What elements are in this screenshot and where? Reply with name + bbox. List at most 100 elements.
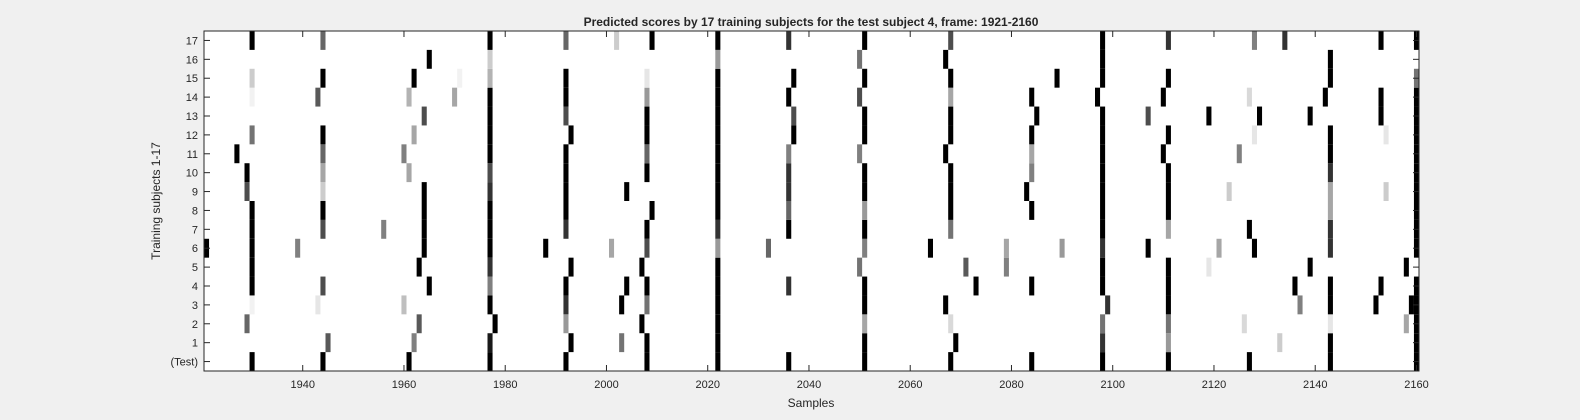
heatmap-cell bbox=[1378, 87, 1384, 107]
heatmap-cell bbox=[320, 201, 326, 220]
heatmap-cell bbox=[1327, 238, 1333, 258]
heatmap-cell bbox=[857, 257, 863, 277]
heatmap-cell bbox=[1105, 295, 1111, 315]
heatmap-cell bbox=[948, 314, 954, 334]
x-axis-label: Samples bbox=[788, 396, 835, 410]
heatmap-cell bbox=[320, 352, 326, 371]
y-tick-label: 5 bbox=[192, 262, 198, 274]
heatmap-cell bbox=[786, 352, 792, 371]
heatmap-cell bbox=[649, 201, 655, 220]
heatmap-cell bbox=[563, 144, 569, 164]
heatmap-cell bbox=[1100, 219, 1106, 239]
x-tick-label: 2080 bbox=[999, 379, 1023, 391]
heatmap-cell bbox=[487, 125, 493, 145]
x-tick-label: 2100 bbox=[1100, 379, 1124, 391]
heatmap-cell bbox=[234, 144, 240, 164]
heatmap-cell bbox=[1165, 163, 1171, 183]
heatmap-cell bbox=[325, 333, 331, 353]
heatmap-cell bbox=[315, 87, 321, 107]
heatmap-cell bbox=[1165, 31, 1171, 50]
heatmap-cell bbox=[563, 31, 569, 50]
x-tick-label: 2000 bbox=[594, 379, 618, 391]
heatmap-cell bbox=[644, 295, 650, 315]
heatmap-cell bbox=[644, 238, 650, 258]
heatmap-cell bbox=[948, 352, 954, 371]
heatmap-cell bbox=[1327, 295, 1333, 315]
heatmap-cell bbox=[1165, 182, 1171, 201]
heatmap-cell bbox=[1277, 333, 1283, 353]
heatmap-cell bbox=[1327, 163, 1333, 183]
heatmap-cell bbox=[1246, 352, 1252, 371]
heatmap-cell bbox=[320, 219, 326, 239]
heatmap-cell bbox=[1307, 106, 1313, 126]
heatmap-cell bbox=[644, 333, 650, 353]
heatmap-cell bbox=[619, 333, 625, 353]
heatmap-cell bbox=[1029, 87, 1035, 107]
heatmap-cell bbox=[791, 106, 797, 126]
heatmap-cell bbox=[1378, 276, 1384, 296]
y-tick-label: 3 bbox=[192, 300, 198, 312]
heatmap-cell bbox=[1100, 238, 1106, 258]
heatmap-cell bbox=[948, 68, 954, 88]
heatmap-cell bbox=[1322, 87, 1328, 107]
x-tick-label: 1940 bbox=[290, 379, 314, 391]
heatmap-cell bbox=[948, 87, 954, 107]
heatmap-cell bbox=[715, 219, 721, 239]
heatmap-cell bbox=[1160, 87, 1166, 107]
plot-area bbox=[204, 31, 1419, 371]
heatmap-cell bbox=[862, 276, 868, 296]
heatmap-cell bbox=[1241, 314, 1247, 334]
heatmap-cell bbox=[249, 68, 255, 88]
heatmap-cell bbox=[644, 163, 650, 183]
heatmap-cell bbox=[1029, 352, 1035, 371]
heatmap-cell bbox=[563, 314, 569, 334]
heatmap-cell bbox=[715, 238, 721, 258]
heatmap-cell bbox=[1327, 219, 1333, 239]
heatmap-cell bbox=[568, 125, 574, 145]
heatmap-cell bbox=[857, 49, 863, 69]
heatmap-cell bbox=[624, 182, 630, 201]
heatmap-cell bbox=[862, 333, 868, 353]
heatmap-cell bbox=[715, 257, 721, 277]
heatmap-cell bbox=[563, 68, 569, 88]
heatmap-cell bbox=[244, 163, 250, 183]
heatmap-cell bbox=[862, 31, 868, 50]
heatmap-cell bbox=[487, 257, 493, 277]
heatmap-cell bbox=[401, 144, 407, 164]
heatmap-cell bbox=[715, 68, 721, 88]
heatmap-cell bbox=[563, 163, 569, 183]
heatmap-cell bbox=[1373, 295, 1379, 315]
heatmap-cell bbox=[492, 314, 498, 334]
heatmap-cell bbox=[715, 201, 721, 220]
heatmap-cell bbox=[927, 238, 933, 258]
y-tick-label: 12 bbox=[186, 130, 198, 142]
heatmap-cell bbox=[862, 219, 868, 239]
heatmap-cell bbox=[948, 106, 954, 126]
heatmap-cell bbox=[1059, 238, 1065, 258]
heatmap-cell bbox=[786, 144, 792, 164]
heatmap-cell bbox=[1165, 219, 1171, 239]
x-tick-label: 1980 bbox=[493, 379, 517, 391]
heatmap-cell bbox=[1251, 238, 1257, 258]
heatmap-cell bbox=[1100, 125, 1106, 145]
heatmap-cell bbox=[1029, 125, 1035, 145]
heatmap-cell bbox=[1236, 144, 1242, 164]
x-tick-label: 2020 bbox=[695, 379, 719, 391]
heatmap-cell bbox=[320, 163, 326, 183]
heatmap-cell bbox=[1282, 31, 1288, 50]
heatmap-cell bbox=[786, 163, 792, 183]
heatmap-cell bbox=[948, 163, 954, 183]
heatmap-cell bbox=[406, 163, 412, 183]
heatmap-cell bbox=[381, 219, 387, 239]
heatmap-cell bbox=[786, 201, 792, 220]
heatmap-cell bbox=[563, 182, 569, 201]
x-tick-label: 2160 bbox=[1404, 379, 1428, 391]
y-tick-label: (Test) bbox=[171, 357, 199, 369]
heatmap-cell bbox=[948, 125, 954, 145]
heatmap-cell bbox=[715, 314, 721, 334]
heatmap-cell bbox=[487, 238, 493, 258]
heatmap-cell bbox=[1100, 352, 1106, 371]
heatmap-cell bbox=[487, 276, 493, 296]
heatmap-cell bbox=[320, 31, 326, 50]
heatmap-cell bbox=[862, 201, 868, 220]
